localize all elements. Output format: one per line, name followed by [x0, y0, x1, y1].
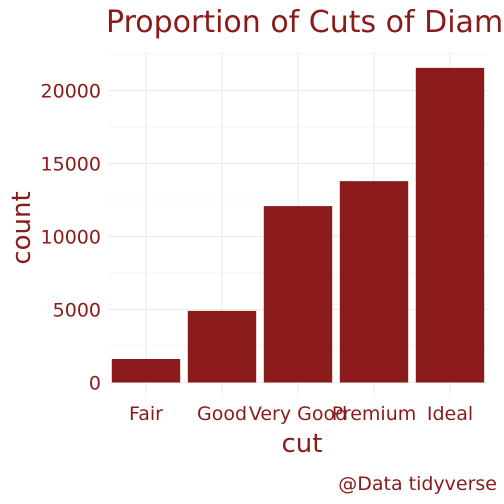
x-tick-label: Very Good	[249, 403, 347, 425]
bars-layer	[111, 67, 485, 383]
y-tick-label: 10000	[41, 227, 101, 249]
y-tick-label: 20000	[41, 81, 101, 103]
x-tick-label: Premium	[332, 403, 417, 425]
y-tick-label: 5000	[53, 300, 101, 322]
x-tick-label: Fair	[129, 403, 163, 425]
bar-very-good	[263, 206, 333, 383]
y-tick-labels: 0 5000 10000 15000 20000	[41, 81, 101, 395]
x-tick-label: Ideal	[427, 403, 473, 425]
y-axis-label: count	[7, 191, 37, 264]
bar-good	[187, 310, 257, 383]
x-tick-label: Good	[197, 403, 247, 425]
caption: @Data tidyverse	[338, 473, 497, 495]
chart-title: Proportion of Cuts of Diam	[106, 5, 503, 40]
bar-premium	[339, 181, 409, 383]
y-tick-label: 0	[89, 373, 101, 395]
y-tick-label: 15000	[41, 154, 101, 176]
bar-fair	[111, 358, 181, 383]
x-axis-label: cut	[282, 429, 323, 459]
bar-ideal	[415, 67, 485, 383]
